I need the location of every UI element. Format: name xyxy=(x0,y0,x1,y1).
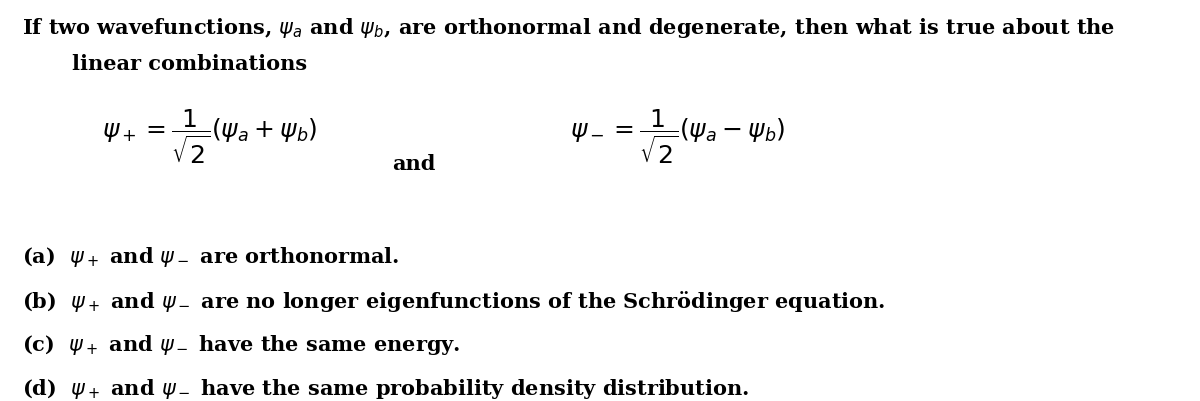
Text: (d)  $\psi_+$ and $\psi_-$ have the same probability density distribution.: (d) $\psi_+$ and $\psi_-$ have the same … xyxy=(22,377,749,401)
Text: linear combinations: linear combinations xyxy=(72,54,307,74)
Text: $\psi_- = \dfrac{1}{\sqrt{2}}(\psi_a - \psi_b)$: $\psi_- = \dfrac{1}{\sqrt{2}}(\psi_a - \… xyxy=(570,107,786,166)
Text: $\psi_+ = \dfrac{1}{\sqrt{2}}(\psi_a + \psi_b)$: $\psi_+ = \dfrac{1}{\sqrt{2}}(\psi_a + \… xyxy=(102,107,318,166)
Text: (a)  $\psi_+$ and $\psi_-$ are orthonormal.: (a) $\psi_+$ and $\psi_-$ are orthonorma… xyxy=(22,245,400,269)
Text: (b)  $\psi_+$ and $\psi_-$ are no longer eigenfunctions of the Schrödinger equat: (b) $\psi_+$ and $\psi_-$ are no longer … xyxy=(22,289,884,314)
Text: (c)  $\psi_+$ and $\psi_-$ have the same energy.: (c) $\psi_+$ and $\psi_-$ have the same … xyxy=(22,333,460,357)
Text: and: and xyxy=(392,154,436,174)
Text: If two wavefunctions, $\psi_a$ and $\psi_b$, are orthonormal and degenerate, the: If two wavefunctions, $\psi_a$ and $\psi… xyxy=(22,16,1115,40)
